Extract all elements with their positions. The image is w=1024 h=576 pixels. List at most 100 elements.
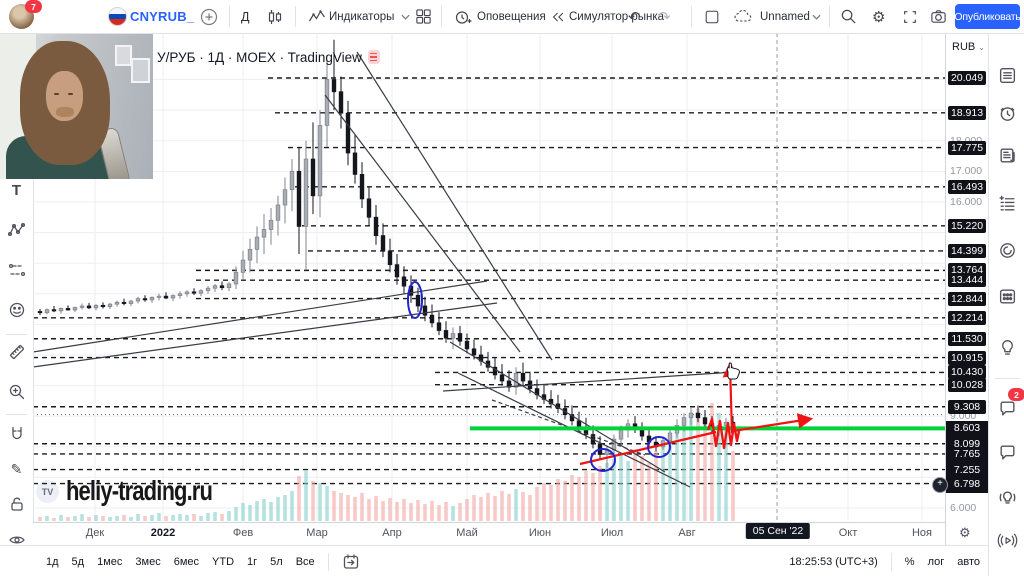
- toolbar-divider: [6, 414, 27, 415]
- magnet-tool-icon[interactable]: [0, 421, 33, 447]
- interval-button[interactable]: Д: [241, 9, 250, 24]
- time-axis[interactable]: Дек 2022 Фев Мар Апр Май Июн Июл Авг 05 Сен '22 Ок…: [33, 522, 945, 546]
- currency-selector[interactable]: RUB ⌄: [952, 41, 985, 53]
- range-button-3мес[interactable]: 3мес: [135, 555, 161, 568]
- time-axis-label: Авг: [678, 527, 696, 539]
- hide-drawings-tool-icon[interactable]: [0, 527, 33, 553]
- axis-settings-gear-icon[interactable]: ⚙: [959, 525, 971, 540]
- pattern-tool-icon[interactable]: [0, 217, 33, 243]
- range-button-1г[interactable]: 1г: [247, 555, 258, 568]
- range-button-5д[interactable]: 5д: [71, 555, 85, 568]
- scale-button-авто[interactable]: авто: [957, 555, 980, 568]
- alerts-button[interactable]: Оповещения: [477, 10, 546, 23]
- axis-grey-label: 16.000: [950, 195, 983, 208]
- watermark: TV heliy-trading.ru: [36, 475, 232, 507]
- time-axis-label: Май: [456, 527, 478, 539]
- text-tool-icon[interactable]: T: [11, 181, 22, 199]
- layout-icon[interactable]: [704, 0, 720, 33]
- range-button-YTD[interactable]: YTD: [212, 555, 235, 568]
- screenshot-camera-icon[interactable]: [930, 0, 947, 33]
- watermark-text: heliy-trading.ru: [66, 475, 213, 507]
- public-chat-icon[interactable]: [989, 438, 1024, 466]
- layout-name[interactable]: Unnamed: [760, 10, 810, 23]
- webcam-picture-frame: [131, 58, 150, 83]
- webcam-person-beard: [56, 107, 74, 117]
- compare-add-icon[interactable]: [200, 0, 218, 33]
- time-axis-label: 2022: [150, 527, 176, 539]
- replay-icon[interactable]: [550, 0, 566, 33]
- hotlists-icon[interactable]: [989, 236, 1024, 264]
- lock-drawings-tool-icon[interactable]: [0, 491, 33, 517]
- range-button-5л[interactable]: 5л: [270, 555, 283, 568]
- webcam-person-eye: [68, 93, 73, 95]
- level-price-label: 10.430: [948, 365, 986, 380]
- publish-button[interactable]: Опубликовать: [954, 4, 1021, 29]
- chevron-down-icon[interactable]: [401, 0, 410, 33]
- level-price-label: 20.049: [948, 71, 986, 85]
- ruler-tool-icon[interactable]: [0, 339, 33, 365]
- clock-display[interactable]: 18:25:53 (UTC+3): [789, 555, 878, 568]
- indicators-button[interactable]: Индикаторы: [329, 10, 395, 23]
- bottom-toolbar: 1д 5д 1мес 3мес 6мес YTD 1г 5л Все 18:25:53 (UTC…: [0, 545, 988, 576]
- market-simulator-button[interactable]: Симулятор рынка: [569, 10, 665, 23]
- time-axis-label: Апр: [382, 527, 402, 539]
- forecast-tool-icon[interactable]: [0, 257, 33, 283]
- scale-button-%[interactable]: %: [904, 555, 915, 568]
- watchlist-icon[interactable]: [989, 61, 1024, 89]
- time-axis-label: Июн: [528, 527, 552, 539]
- chart-legend[interactable]: У/РУБ · 1Д · MOEX · TradingView: [157, 47, 380, 67]
- drawing-mode-tool-icon[interactable]: ✎: [10, 460, 23, 477]
- level-price-label: 10.028: [948, 377, 986, 392]
- cloud-save-icon[interactable]: [733, 0, 753, 33]
- level-price-label: 17.775: [948, 140, 986, 155]
- level-price-label: 7.765: [948, 446, 986, 461]
- chat-unread-badge: 2: [1008, 388, 1024, 401]
- selected-date-badge: 05 Сен '22: [745, 523, 811, 539]
- search-icon[interactable]: [840, 0, 857, 33]
- redo-icon[interactable]: ↷: [658, 8, 671, 26]
- time-axis-label: Дек: [85, 527, 105, 539]
- symbol-flag-icon: [108, 0, 127, 33]
- indicators-icon[interactable]: [308, 0, 326, 33]
- axis-grey-label: 17.000: [950, 165, 983, 178]
- settings-gear-icon[interactable]: ⚙: [872, 8, 886, 26]
- broadcast-icon[interactable]: [989, 526, 1024, 554]
- go-to-date-icon[interactable]: [342, 553, 360, 571]
- alerts-panel-icon[interactable]: [989, 99, 1024, 127]
- webcam-person-eye: [54, 93, 59, 95]
- range-button-6мес[interactable]: 6мес: [173, 555, 200, 568]
- news-icon[interactable]: [989, 141, 1024, 169]
- time-axis-label: Мар: [306, 527, 328, 539]
- level-price-label: 6.798: [948, 476, 986, 491]
- zoom-in-tool-icon[interactable]: [0, 379, 33, 405]
- chart-style-icon[interactable]: [266, 0, 284, 33]
- level-price-label: 7.255: [948, 462, 986, 477]
- hand-cursor-icon: [726, 362, 740, 380]
- notification-badge: 7: [25, 0, 42, 13]
- emoji-tool-icon[interactable]: [0, 297, 33, 323]
- symbol-title[interactable]: У/РУБ · 1Д · MOEX · TradingView: [157, 49, 362, 65]
- fullscreen-icon[interactable]: [902, 0, 918, 33]
- range-button-1д[interactable]: 1д: [46, 555, 59, 568]
- calendar-icon[interactable]: [989, 282, 1024, 310]
- undo-icon[interactable]: ↶: [628, 8, 641, 26]
- scale-button-лог[interactable]: лог: [927, 555, 945, 568]
- right-sidebar: 2: [988, 33, 1024, 576]
- data-window-icon[interactable]: [989, 189, 1024, 217]
- range-button-1мес[interactable]: 1мес: [97, 555, 123, 568]
- time-axis-label: Фев: [232, 527, 254, 539]
- time-axis-label: Июл: [600, 527, 624, 539]
- range-button-Все[interactable]: Все: [295, 555, 315, 568]
- private-chat-icon[interactable]: 2: [989, 388, 1024, 422]
- quick-trade-plus-button[interactable]: +: [932, 476, 948, 493]
- symbol-button[interactable]: CNYRUB_: [130, 9, 195, 24]
- chevron-down-icon[interactable]: [812, 0, 821, 33]
- alert-clock-icon[interactable]: [454, 0, 472, 33]
- ideas-icon[interactable]: [989, 333, 1024, 361]
- price-axis[interactable]: RUB ⌄ ⚙ 18.00017.00016.0009.0006.00020.0…: [932, 33, 989, 545]
- tradingview-logo-icon: TV: [36, 480, 59, 503]
- streams-icon[interactable]: [989, 483, 1024, 511]
- time-axis-label: Ноя: [911, 527, 933, 539]
- templates-grid-icon[interactable]: [415, 0, 432, 33]
